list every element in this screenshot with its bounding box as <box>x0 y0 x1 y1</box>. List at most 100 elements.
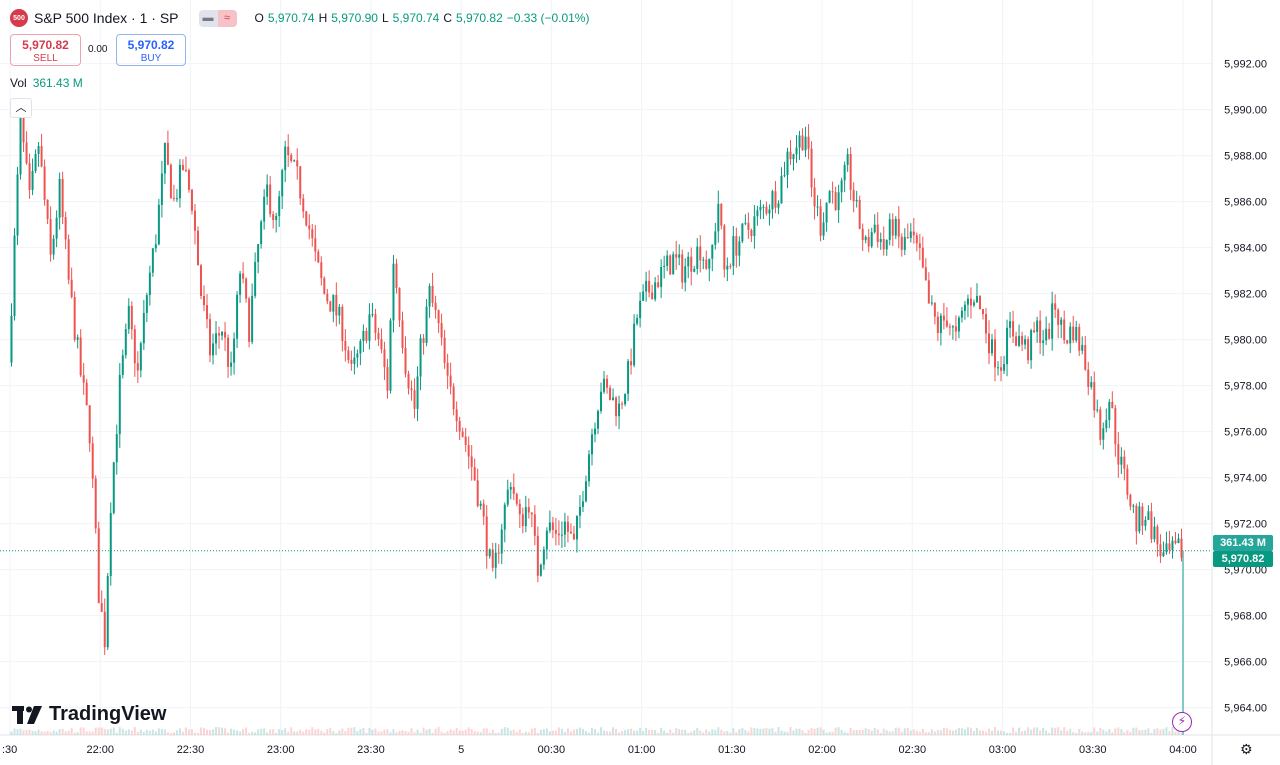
candle-body <box>67 239 70 280</box>
volume-bar <box>31 730 34 735</box>
tradingview-logo[interactable]: TradingView <box>12 703 166 726</box>
candle-body <box>245 278 248 299</box>
candle-body <box>666 255 669 266</box>
candle-body <box>867 236 870 247</box>
volume-bar <box>34 731 37 735</box>
volume-bar <box>783 731 786 735</box>
volume-bar <box>1090 732 1093 735</box>
volume-bar <box>654 730 657 735</box>
candle-body <box>166 142 169 165</box>
volume-bar <box>852 730 855 735</box>
candle-body <box>341 306 344 341</box>
candle-body <box>1030 330 1033 361</box>
candle-body <box>1123 456 1126 469</box>
candle-body <box>783 175 786 177</box>
volume-bar <box>828 731 831 735</box>
candle-body <box>518 503 521 515</box>
volume-bar <box>747 731 750 735</box>
volume-bar <box>518 729 521 735</box>
candle-body <box>807 136 810 149</box>
wave-icon[interactable]: ≈ <box>217 9 237 27</box>
candle-body <box>1126 468 1129 495</box>
lightning-icon[interactable]: ⚡ <box>1172 712 1192 732</box>
volume-bar <box>224 728 227 735</box>
candle-body <box>302 198 305 212</box>
collapse-icon[interactable]: ︿ <box>10 98 32 118</box>
settings-gear-icon[interactable]: ⚙ <box>1240 741 1253 757</box>
symbol-legend: 500 S&P 500 Index · 1 · SP ▬ ≈ O 5,970.74… <box>10 8 589 28</box>
candle-body <box>801 135 804 151</box>
sell-button[interactable]: 5,970.82 SELL <box>10 34 81 66</box>
volume-bar <box>269 729 272 735</box>
volume-bar <box>768 728 771 735</box>
candle-body <box>115 434 118 463</box>
candle-body <box>828 191 831 203</box>
volume-value: 361.43 M <box>32 76 83 90</box>
candle-body <box>1051 303 1054 339</box>
candle-body <box>380 339 383 350</box>
candle-body <box>1120 456 1123 465</box>
candle-body <box>1105 420 1108 429</box>
volume-bar <box>744 729 747 735</box>
candle-body <box>624 393 627 405</box>
candle-body <box>467 444 470 457</box>
volume-bar <box>879 732 882 735</box>
candle-body <box>997 367 1000 369</box>
candle-body <box>639 300 642 319</box>
candle-body <box>771 191 774 210</box>
x-tick-label: 03:30 <box>1079 744 1107 756</box>
volume-bar <box>500 728 503 735</box>
volume-bar <box>849 727 852 735</box>
volume-bar <box>837 727 840 735</box>
candle-body <box>798 135 801 148</box>
candle-body <box>1117 444 1120 465</box>
candle-body <box>184 169 187 171</box>
volume-bar <box>936 729 939 735</box>
display-toggle[interactable]: ▬ ≈ <box>198 9 237 27</box>
symbol-title[interactable]: S&P 500 Index · 1 · SP <box>34 10 179 26</box>
volume-bar <box>1180 732 1183 735</box>
volume-bar <box>118 727 121 735</box>
volume-bar <box>145 729 148 735</box>
volume-bar <box>443 732 446 735</box>
candles <box>10 109 1183 656</box>
candle-body <box>55 217 58 239</box>
volume-bar <box>741 727 744 735</box>
volume-bar <box>903 728 906 735</box>
volume-bar <box>816 727 819 735</box>
volume-bar <box>954 729 957 735</box>
candle-body <box>272 214 275 220</box>
candle-body <box>389 320 392 391</box>
volume-bar <box>344 731 347 735</box>
price-tag: 5,970.82 <box>1213 551 1273 567</box>
volume-bar <box>536 732 539 735</box>
volume-bar <box>383 729 386 735</box>
candle-body <box>347 350 350 360</box>
volume-label: Vol <box>10 76 27 90</box>
x-tick-label: 22:00 <box>86 744 114 756</box>
x-tick-label: 00:30 <box>538 744 566 756</box>
candle-body <box>717 203 720 232</box>
buy-button[interactable]: 5,970.82 BUY <box>116 34 186 66</box>
volume-bar <box>1072 731 1075 735</box>
candle-body <box>551 522 554 530</box>
candle-body <box>906 237 909 239</box>
volume-bar <box>810 728 813 735</box>
candle-body <box>332 294 335 312</box>
volume-bar <box>284 728 287 735</box>
candle-body <box>615 397 618 417</box>
volume-bar <box>311 727 314 735</box>
candle-body <box>386 367 389 391</box>
volume-bar <box>1138 730 1141 735</box>
candle-body <box>404 348 407 374</box>
y-tick-label: 5,974.00 <box>1224 473 1267 485</box>
candle-body <box>894 218 897 236</box>
candle-body <box>548 522 551 531</box>
volume-bar <box>609 731 612 735</box>
candle-body <box>732 236 735 266</box>
minus-icon[interactable]: ▬ <box>198 9 218 27</box>
volume-bar <box>840 729 843 735</box>
volume-bar <box>251 731 254 735</box>
volume-bar <box>293 731 296 735</box>
